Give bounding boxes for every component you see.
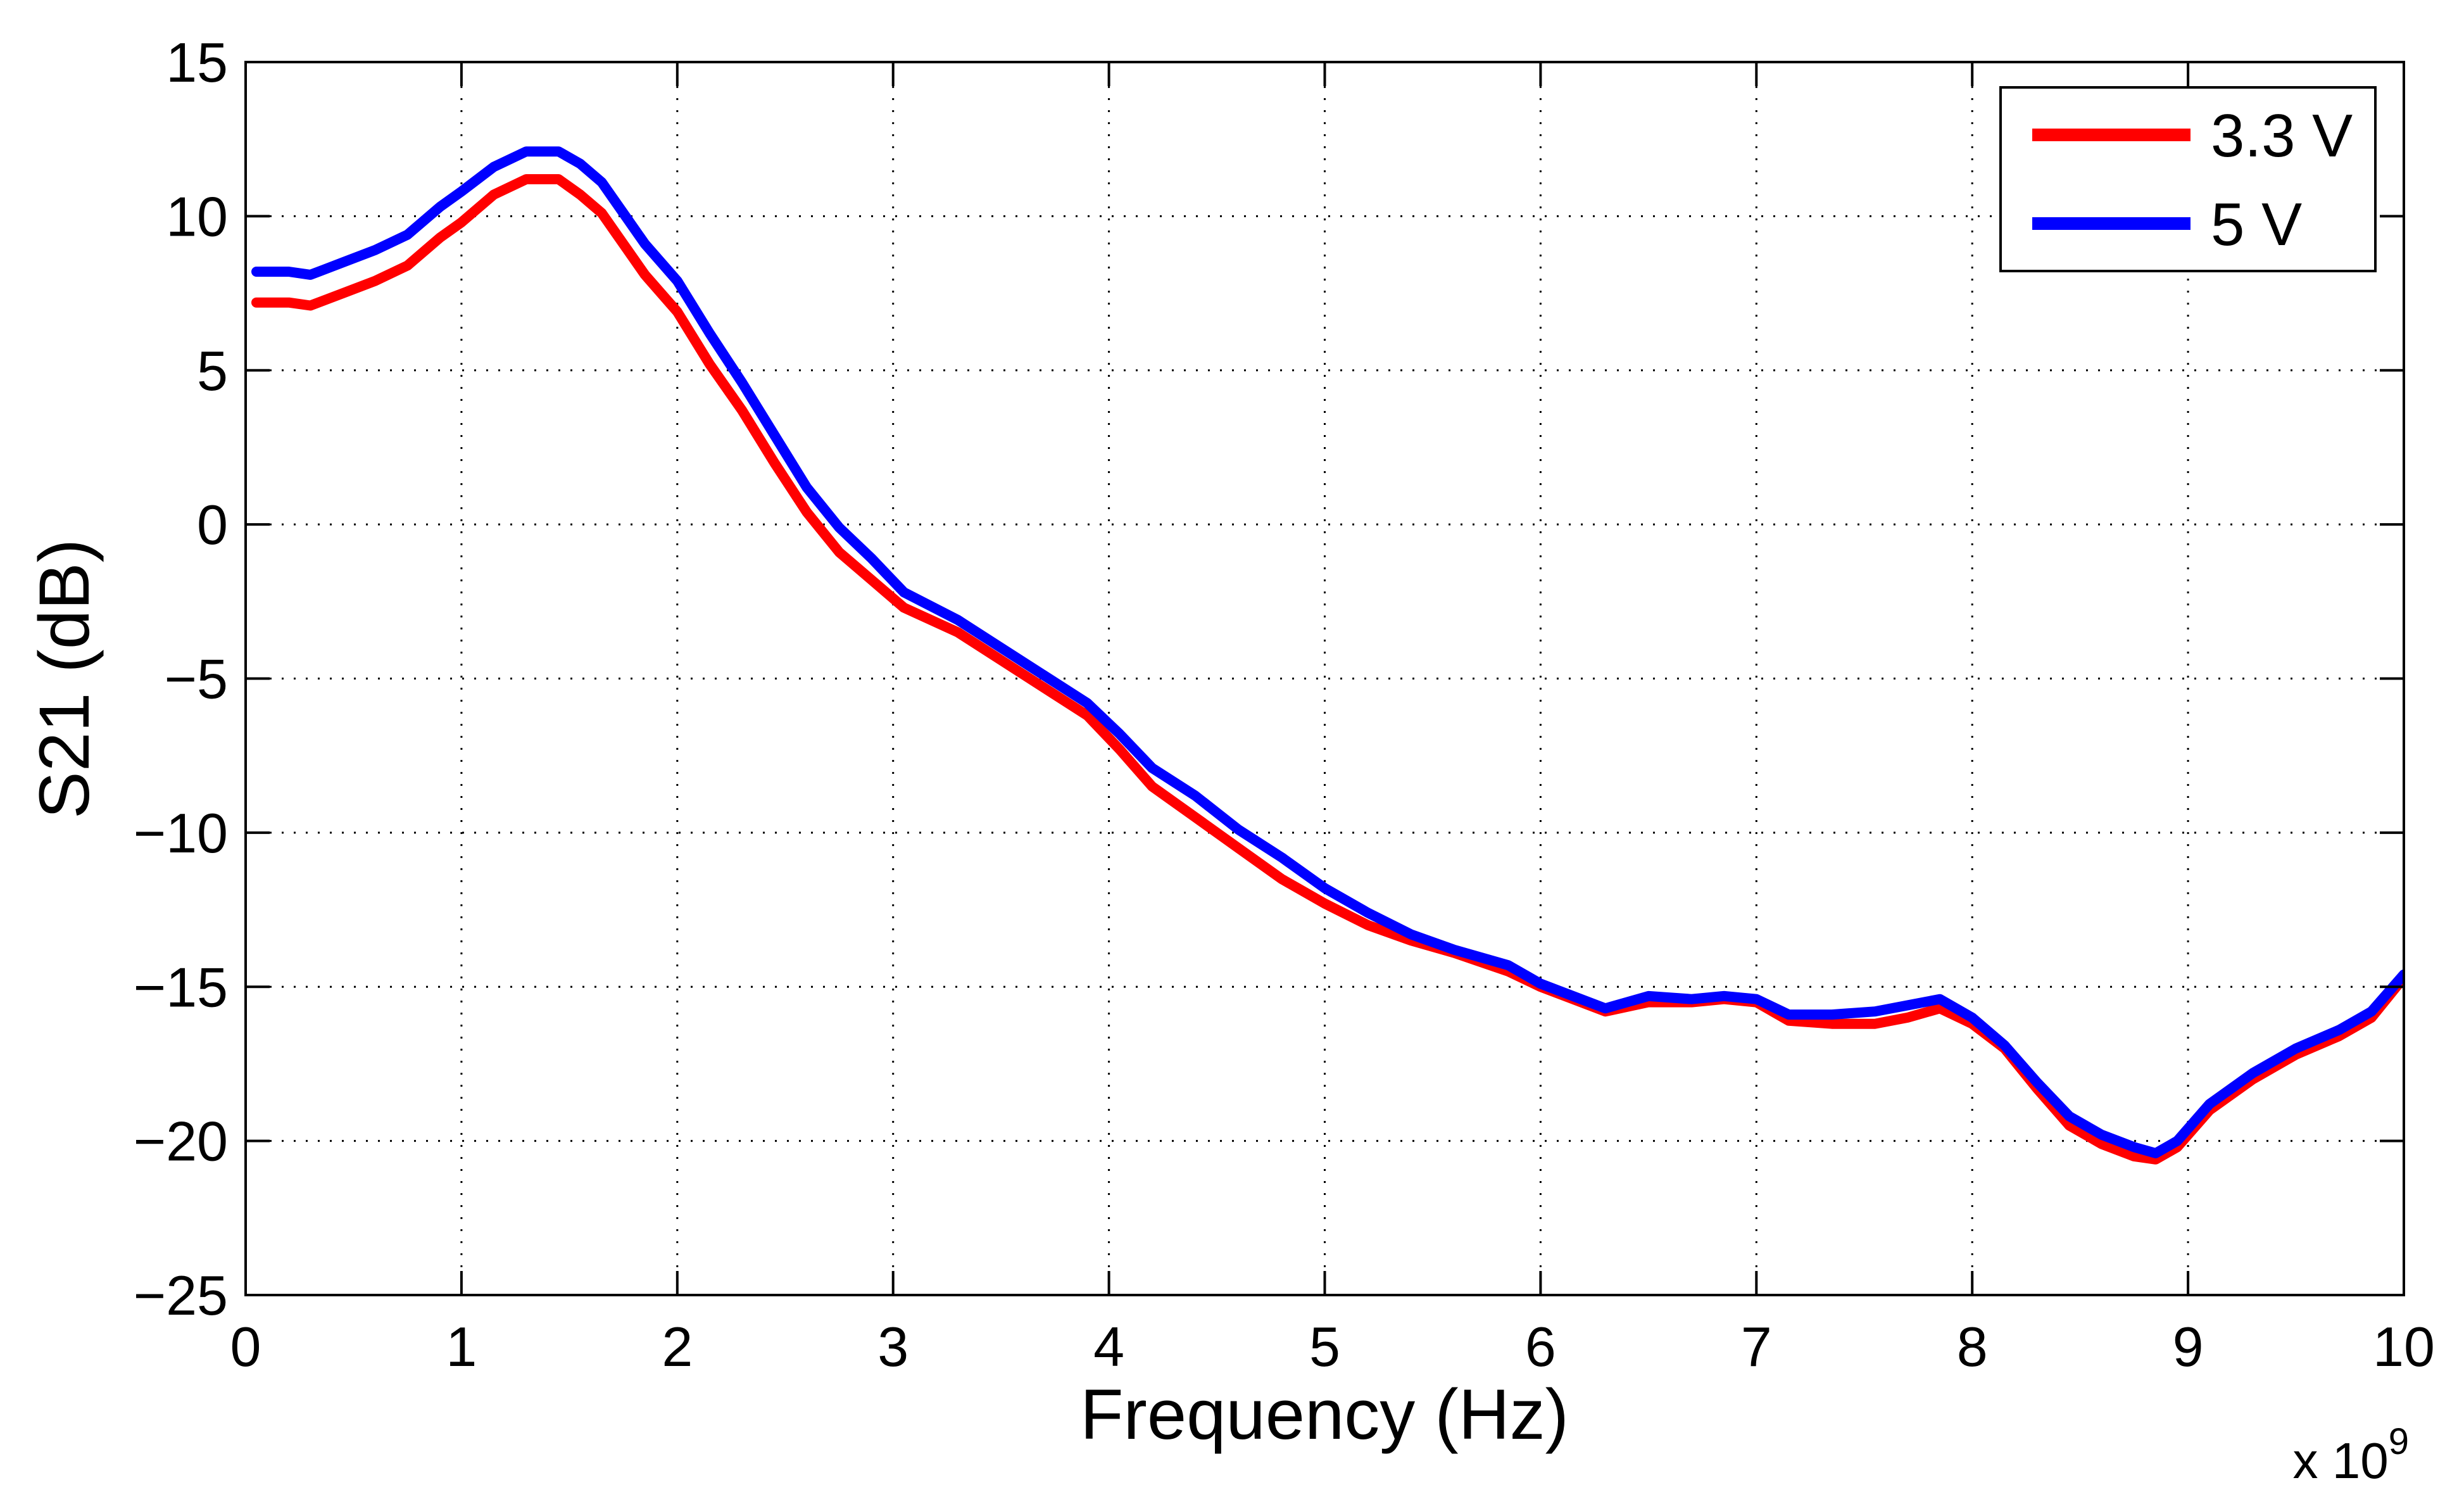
x-tick-label: 8 <box>1957 1315 1988 1378</box>
legend: 3.3 V 5 V <box>1999 86 2377 272</box>
x-multiplier-base: x 10 <box>2293 1432 2389 1489</box>
y-tick-label: 5 <box>197 339 228 402</box>
y-tick-label: 0 <box>197 493 228 556</box>
y-tick-label: −20 <box>134 1110 228 1173</box>
series-line-3-3v <box>251 174 2404 1165</box>
legend-box <box>1999 86 2377 272</box>
y-tick-label: −5 <box>165 648 228 711</box>
axis-tick-labels: 0 1 2 3 4 5 6 7 8 9 10 15 10 5 0 −5 −10 −15 −20 −25 <box>134 31 2435 1378</box>
axis-ticks <box>244 61 2405 1296</box>
x-axis-label: Frequency (Hz) <box>1080 1375 1569 1454</box>
x-tick-label: 1 <box>446 1315 477 1378</box>
series-line-5v <box>251 146 2404 1159</box>
y-tick-label: −25 <box>134 1264 228 1327</box>
x-tick-label: 7 <box>1741 1315 1772 1378</box>
y-tick-label: −10 <box>134 802 228 864</box>
x-tick-label: 2 <box>662 1315 693 1378</box>
x-tick-label: 0 <box>230 1315 261 1378</box>
y-tick-label: 10 <box>166 185 228 248</box>
x-tick-label: 9 <box>2173 1315 2204 1378</box>
y-axis-label: S21 (dB) <box>25 539 104 819</box>
x-tick-label: 10 <box>2373 1315 2435 1378</box>
x-tick-label: 4 <box>1093 1315 1124 1378</box>
y-tick-label: −15 <box>134 956 228 1018</box>
x-tick-label: 5 <box>1309 1315 1340 1378</box>
legend-label-5v: 5 V <box>2211 191 2302 258</box>
x-tick-label: 6 <box>1525 1315 1556 1378</box>
y-tick-label: 15 <box>166 31 228 94</box>
legend-label-3-3v: 3.3 V <box>2211 102 2353 170</box>
x-tick-label: 3 <box>877 1315 908 1378</box>
x-multiplier-label: x 109 <box>2293 1421 2409 1489</box>
x-multiplier-exponent: 9 <box>2389 1421 2409 1462</box>
series-layer <box>251 146 2404 1165</box>
